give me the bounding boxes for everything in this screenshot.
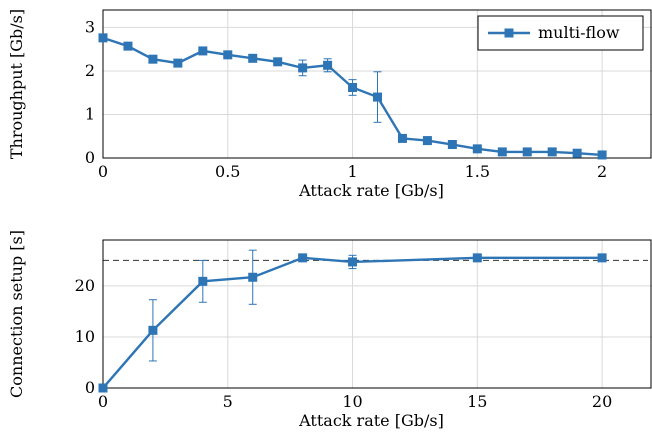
y-tick-label: 3: [85, 17, 95, 36]
x-tick-label: 1: [347, 162, 357, 181]
legend-label: multi-flow: [538, 23, 620, 42]
x-tick-label: 0.5: [215, 162, 240, 181]
data-point-marker: [223, 50, 233, 60]
data-point-marker: [348, 82, 358, 92]
data-point-marker: [472, 144, 482, 154]
x-tick-label: 0: [98, 162, 108, 181]
data-point-marker: [98, 383, 108, 393]
x-tick-label: 20: [592, 392, 612, 411]
y-axis-label: Connection setup [s]: [7, 230, 26, 398]
x-axis-label: Attack rate [Gb/s]: [298, 181, 444, 200]
data-point-marker: [248, 272, 258, 282]
data-point-marker: [348, 257, 358, 267]
data-point-marker: [422, 136, 432, 146]
y-tick-label: 2: [85, 61, 95, 80]
data-point-marker: [373, 92, 382, 102]
chart-panel-2: 0 5 10 15 20 0 10 20 Attack rate [Gb/s] Connectio…: [7, 230, 652, 430]
data-point-marker: [198, 46, 208, 56]
chart-panel-1: 0 0.5 1 1.5 2 0 1 2 3 Attack rate [Gb/s] Throughpu…: [7, 9, 652, 200]
x-tick-label: 2: [597, 162, 607, 181]
data-point-marker: [98, 33, 108, 43]
data-point-marker: [273, 57, 283, 67]
data-point-marker: [123, 41, 133, 51]
data-point-marker: [298, 253, 308, 263]
x-tick-label: 10: [342, 392, 362, 411]
y-axis-label: Throughput [Gb/s]: [7, 9, 26, 159]
data-point-marker: [597, 253, 607, 263]
legend: multi-flow: [477, 15, 644, 51]
data-point-marker: [148, 54, 158, 64]
x-axis-label: Attack rate [Gb/s]: [298, 411, 444, 430]
data-point-marker: [148, 325, 158, 335]
data-point-marker: [198, 276, 208, 286]
y-tick-label: 0: [85, 148, 95, 167]
y-tick-label: 0: [85, 378, 95, 397]
data-point-marker: [572, 148, 582, 158]
series-line: [102, 256, 603, 389]
data-point-marker: [323, 60, 333, 70]
data-point-marker: [472, 253, 482, 263]
y-tick-label: 10: [75, 327, 95, 346]
data-point-marker: [397, 133, 407, 143]
data-point-marker: [522, 147, 532, 157]
plot-frame: [102, 239, 652, 389]
y-tick-label: 1: [85, 104, 95, 123]
data-point-marker: [497, 147, 507, 157]
x-tick-label: 15: [467, 392, 487, 411]
plot-frame: [102, 9, 652, 159]
data-point-marker: [173, 58, 183, 68]
data-point-marker: [248, 53, 258, 63]
legend-marker-sample: [504, 28, 514, 38]
data-point-marker: [447, 140, 457, 150]
data-point-marker: [597, 150, 607, 160]
x-tick-label: 1.5: [465, 162, 490, 181]
data-point-marker: [298, 63, 308, 73]
data-point-marker: [547, 147, 557, 157]
x-tick-label: 5: [223, 392, 233, 411]
y-tick-label: 20: [75, 276, 95, 295]
x-tick-label: 0: [98, 392, 108, 411]
